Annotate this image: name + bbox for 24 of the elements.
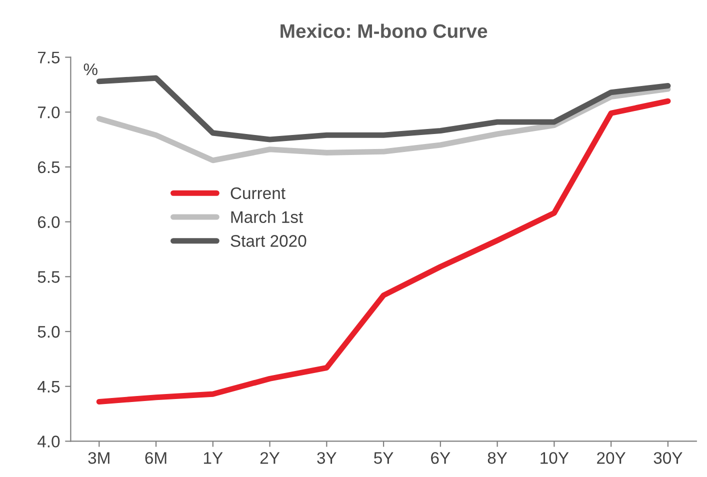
legend-label: Start 2020 [230,235,306,247]
x-tick-label: 3Y [317,452,336,464]
legend-label: Current [230,187,286,200]
y-tick-label: 4.0 [38,436,60,448]
x-tick-label: 6Y [431,452,450,464]
legend-label: March 1st [231,210,304,223]
y-tick-label: 6.5 [38,161,60,174]
y-tick-label: 5.5 [38,271,60,283]
y-axis-title: % [84,64,98,76]
x-tick-label: 5Y [374,452,394,464]
y-tick-label: 4.5 [38,380,60,393]
x-tick-label: 3M [88,452,110,464]
y-tick-label: 7.5 [38,52,60,64]
x-tick-label: 30Y [654,452,682,464]
x-tick-label: 6M [145,452,166,464]
x-tick-label: 20Y [597,452,626,464]
chart-title: Mexico: M-bono Curve [280,24,488,38]
x-tick-label: 2Y [260,452,280,464]
y-tick-label: 5.0 [38,326,60,338]
x-tick-label: 1Y [204,452,223,464]
y-tick-label: 7.0 [38,106,60,118]
y-tick-label: 6.0 [38,216,60,228]
x-tick-label: 10Y [540,452,569,464]
x-tick-label: 8Y [488,452,508,464]
